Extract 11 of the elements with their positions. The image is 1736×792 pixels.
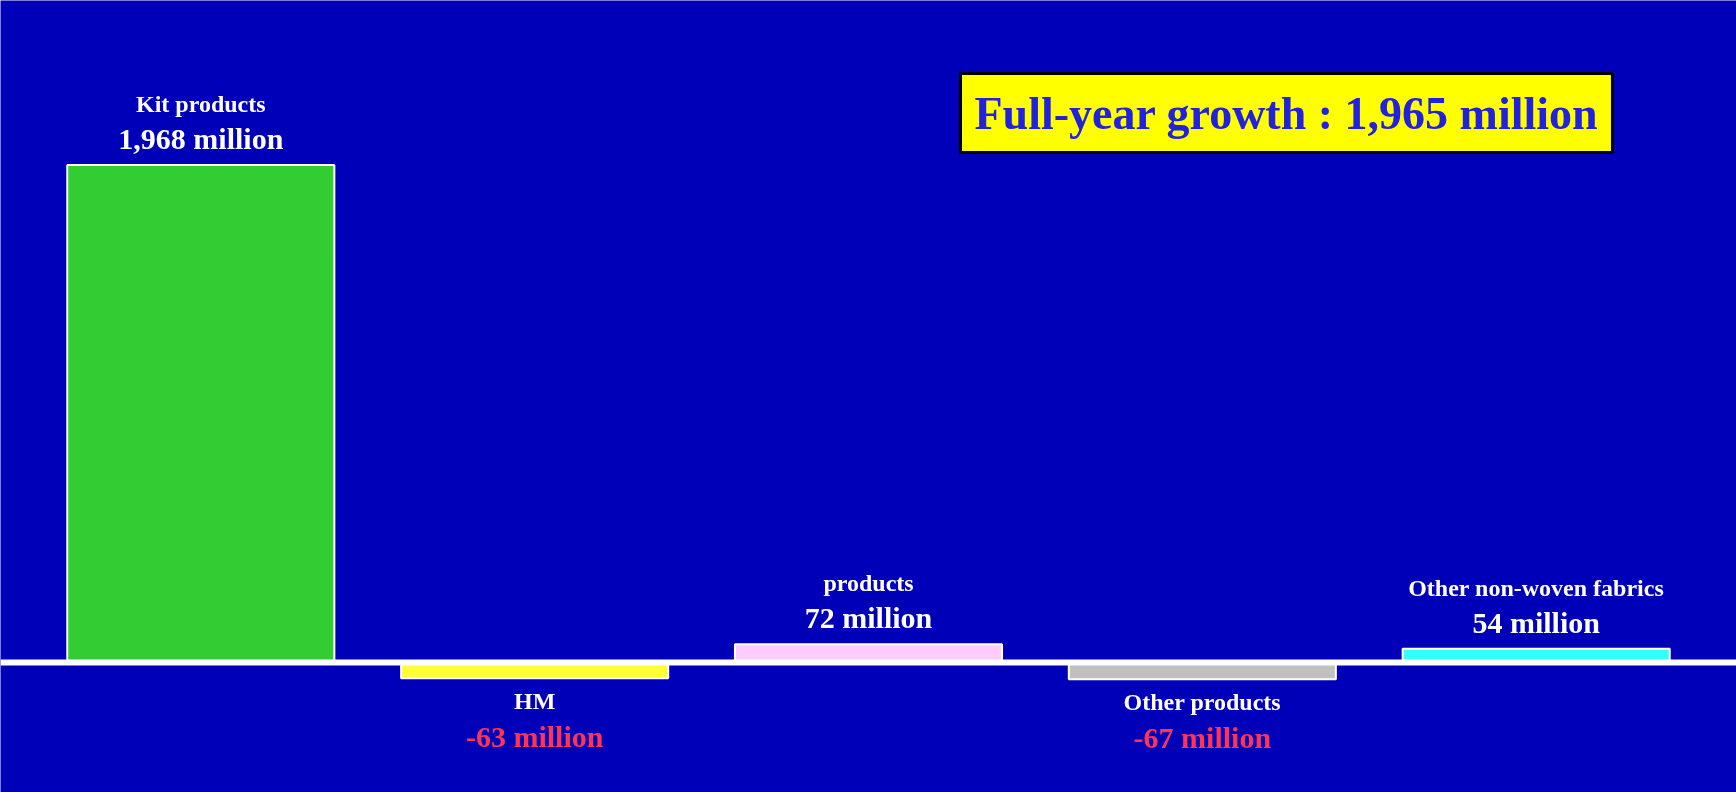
data-label: 1,968 million [118, 122, 284, 156]
x-tick-label: Kit products [136, 91, 266, 118]
data-label: 54 million [1472, 605, 1601, 639]
x-tick-label: Other non-woven fabrics [1408, 574, 1664, 601]
data-label: -63 million [465, 720, 604, 754]
x-tick-label: products [823, 570, 914, 597]
data-label: -67 million [1133, 721, 1272, 755]
chart-title: Full-year growth : 1,965 million [974, 87, 1598, 139]
x-tick-label: Other products [1123, 689, 1281, 716]
x-tick-label: HM [513, 688, 556, 715]
data-label: 72 million [804, 601, 933, 635]
